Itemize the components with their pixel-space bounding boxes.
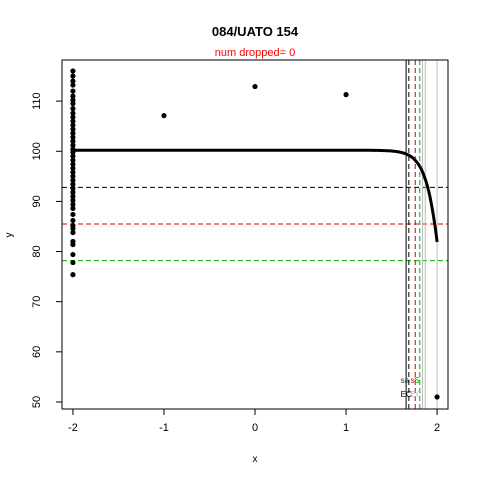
data-point-25	[70, 173, 76, 179]
x-axis-label: x	[253, 454, 258, 465]
data-point-17	[70, 142, 76, 148]
data-point-9	[70, 110, 76, 116]
data-point-31	[70, 197, 76, 204]
y-tick-label-2: 70	[31, 296, 43, 308]
data-point-5	[70, 93, 76, 99]
data-point-8	[70, 106, 76, 112]
reference-lines	[62, 60, 448, 409]
y-tick-label-6: 110	[31, 92, 43, 110]
data-point-12	[70, 122, 76, 128]
x-tick-label-1: -1	[159, 422, 169, 434]
y-tick-label-3: 80	[31, 245, 43, 257]
data-point-26	[70, 177, 76, 183]
annotation-1: s	[411, 376, 415, 385]
data-point-34	[70, 211, 76, 218]
x-axis: -2 -1 0 1 2	[68, 408, 440, 434]
annotation-4: EC	[411, 390, 422, 399]
y-tick-label-5: 100	[31, 142, 43, 160]
y-tick-label-1: 60	[31, 346, 43, 358]
data-point-11	[70, 118, 76, 124]
data-point-24	[70, 169, 76, 175]
data-point-47	[434, 394, 440, 400]
data-point-15	[70, 134, 76, 140]
annotation-2: S	[414, 376, 419, 385]
x-tick-label-0: -2	[68, 422, 78, 434]
data-point-32	[70, 201, 76, 208]
data-point-21	[70, 157, 76, 163]
y-axis-label: y	[4, 233, 15, 238]
data-point-29	[70, 189, 76, 195]
annotation-0: sa	[401, 376, 410, 385]
data-point-33	[70, 205, 76, 212]
data-point-2	[70, 78, 76, 84]
fitted-curve-layer	[72, 148, 439, 243]
data-point-1	[70, 73, 76, 79]
data-points-layer	[70, 68, 440, 400]
chart-subtitle: num dropped= 0	[215, 47, 295, 59]
data-point-0	[70, 68, 76, 74]
x-tick-label-3: 1	[343, 422, 349, 434]
y-tick-label-0: 50	[31, 396, 43, 408]
y-axis: 50 60 70 80 90 100 110	[31, 92, 62, 408]
data-point-23	[70, 165, 76, 171]
plot-frame	[61, 59, 449, 410]
data-point-22	[70, 161, 76, 167]
data-point-16	[70, 138, 76, 144]
data-point-27	[70, 181, 76, 187]
data-point-10	[70, 114, 76, 120]
data-point-37	[70, 225, 76, 232]
data-point-14	[70, 130, 76, 136]
x-tick-label-4: 2	[434, 422, 440, 434]
data-point-13	[70, 126, 76, 132]
data-point-42	[70, 259, 76, 266]
data-point-3	[70, 82, 76, 88]
data-point-35	[70, 217, 76, 224]
data-point-45	[252, 83, 258, 90]
x-tick-label-2: 0	[252, 422, 258, 434]
data-point-46	[343, 91, 349, 98]
data-point-20	[70, 153, 76, 159]
data-point-28	[70, 185, 76, 191]
y-tick-label-4: 90	[31, 195, 43, 207]
data-point-19	[70, 149, 76, 155]
chart-title: 084/UATO 154	[212, 24, 299, 39]
data-point-40	[70, 241, 76, 248]
data-point-30	[70, 193, 76, 199]
data-point-7	[70, 101, 76, 107]
data-point-4	[70, 88, 76, 94]
data-point-44	[161, 113, 167, 119]
data-point-38	[70, 229, 76, 236]
data-point-41	[70, 251, 76, 258]
annotation-3: EC	[401, 390, 412, 399]
fitted-curve	[72, 148, 439, 243]
data-point-43	[70, 272, 76, 278]
